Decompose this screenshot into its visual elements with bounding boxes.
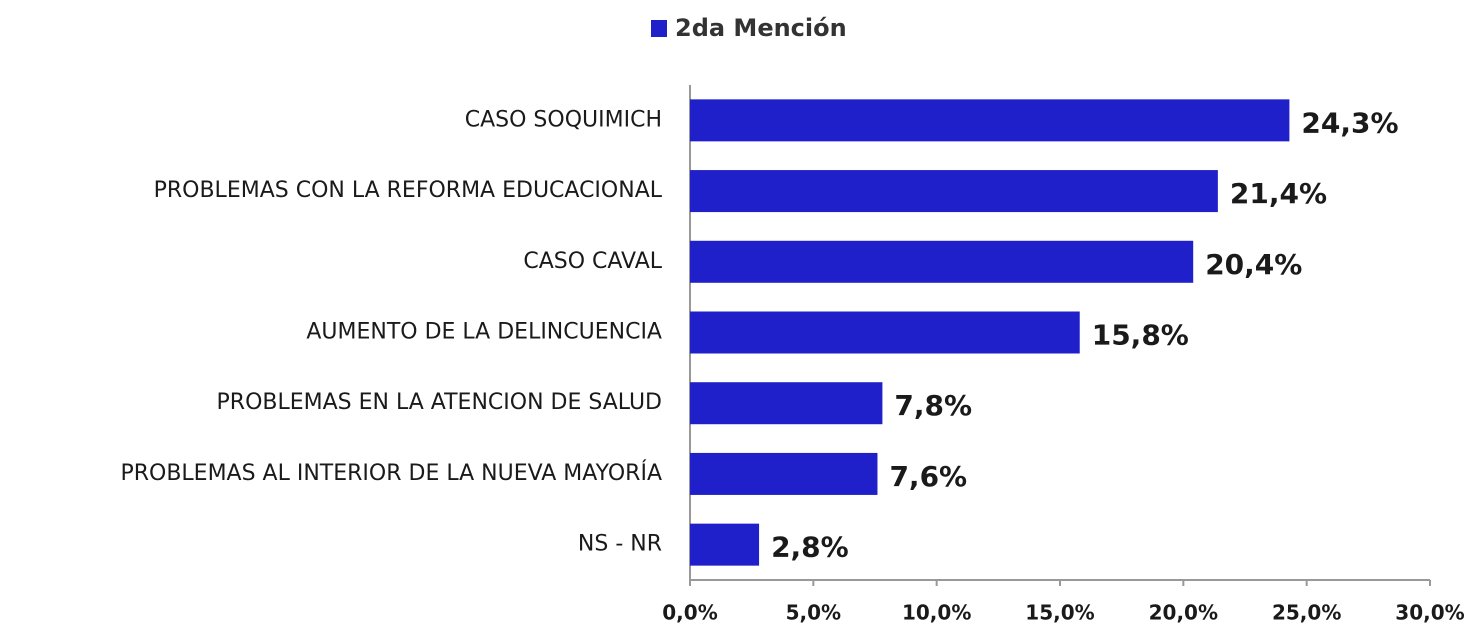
y-tick-label: AUMENTO DE LA DELINCUENCIA bbox=[306, 320, 662, 345]
x-tick-label: 15,0% bbox=[1025, 601, 1094, 625]
x-tick-label: 30,0% bbox=[1395, 601, 1464, 625]
x-tick-label: 0,0% bbox=[662, 601, 717, 625]
x-tick-label: 25,0% bbox=[1272, 601, 1341, 625]
bar bbox=[690, 240, 1194, 283]
bar bbox=[690, 170, 1218, 213]
legend-label: 2da Mención bbox=[675, 14, 847, 42]
data-label: 20,4% bbox=[1205, 248, 1302, 281]
y-tick-label: NS - NR bbox=[578, 532, 662, 557]
x-tick-label: 10,0% bbox=[902, 601, 971, 625]
legend-swatch bbox=[651, 20, 667, 37]
y-tick-label: PROBLEMAS AL INTERIOR DE LA NUEVA MAYORÍ… bbox=[120, 460, 662, 486]
bar bbox=[690, 311, 1080, 354]
data-label: 21,4% bbox=[1230, 177, 1327, 210]
y-tick-label: PROBLEMAS EN LA ATENCION DE SALUD bbox=[217, 390, 662, 415]
data-label: 15,8% bbox=[1092, 319, 1189, 352]
data-label: 7,6% bbox=[889, 460, 967, 493]
y-tick-label: PROBLEMAS CON LA REFORMA EDUCACIONAL bbox=[154, 178, 663, 203]
bar bbox=[690, 382, 883, 425]
bar bbox=[690, 99, 1290, 142]
y-tick-label: CASO CAVAL bbox=[523, 249, 662, 274]
bar bbox=[690, 523, 760, 566]
x-tick-label: 5,0% bbox=[786, 601, 841, 625]
bar bbox=[690, 452, 878, 495]
data-label: 2,8% bbox=[771, 531, 849, 564]
y-tick-label: CASO SOQUIMICH bbox=[465, 107, 662, 132]
data-label: 7,8% bbox=[894, 389, 972, 422]
x-tick-label: 20,0% bbox=[1149, 601, 1218, 625]
data-label: 24,3% bbox=[1301, 106, 1398, 139]
